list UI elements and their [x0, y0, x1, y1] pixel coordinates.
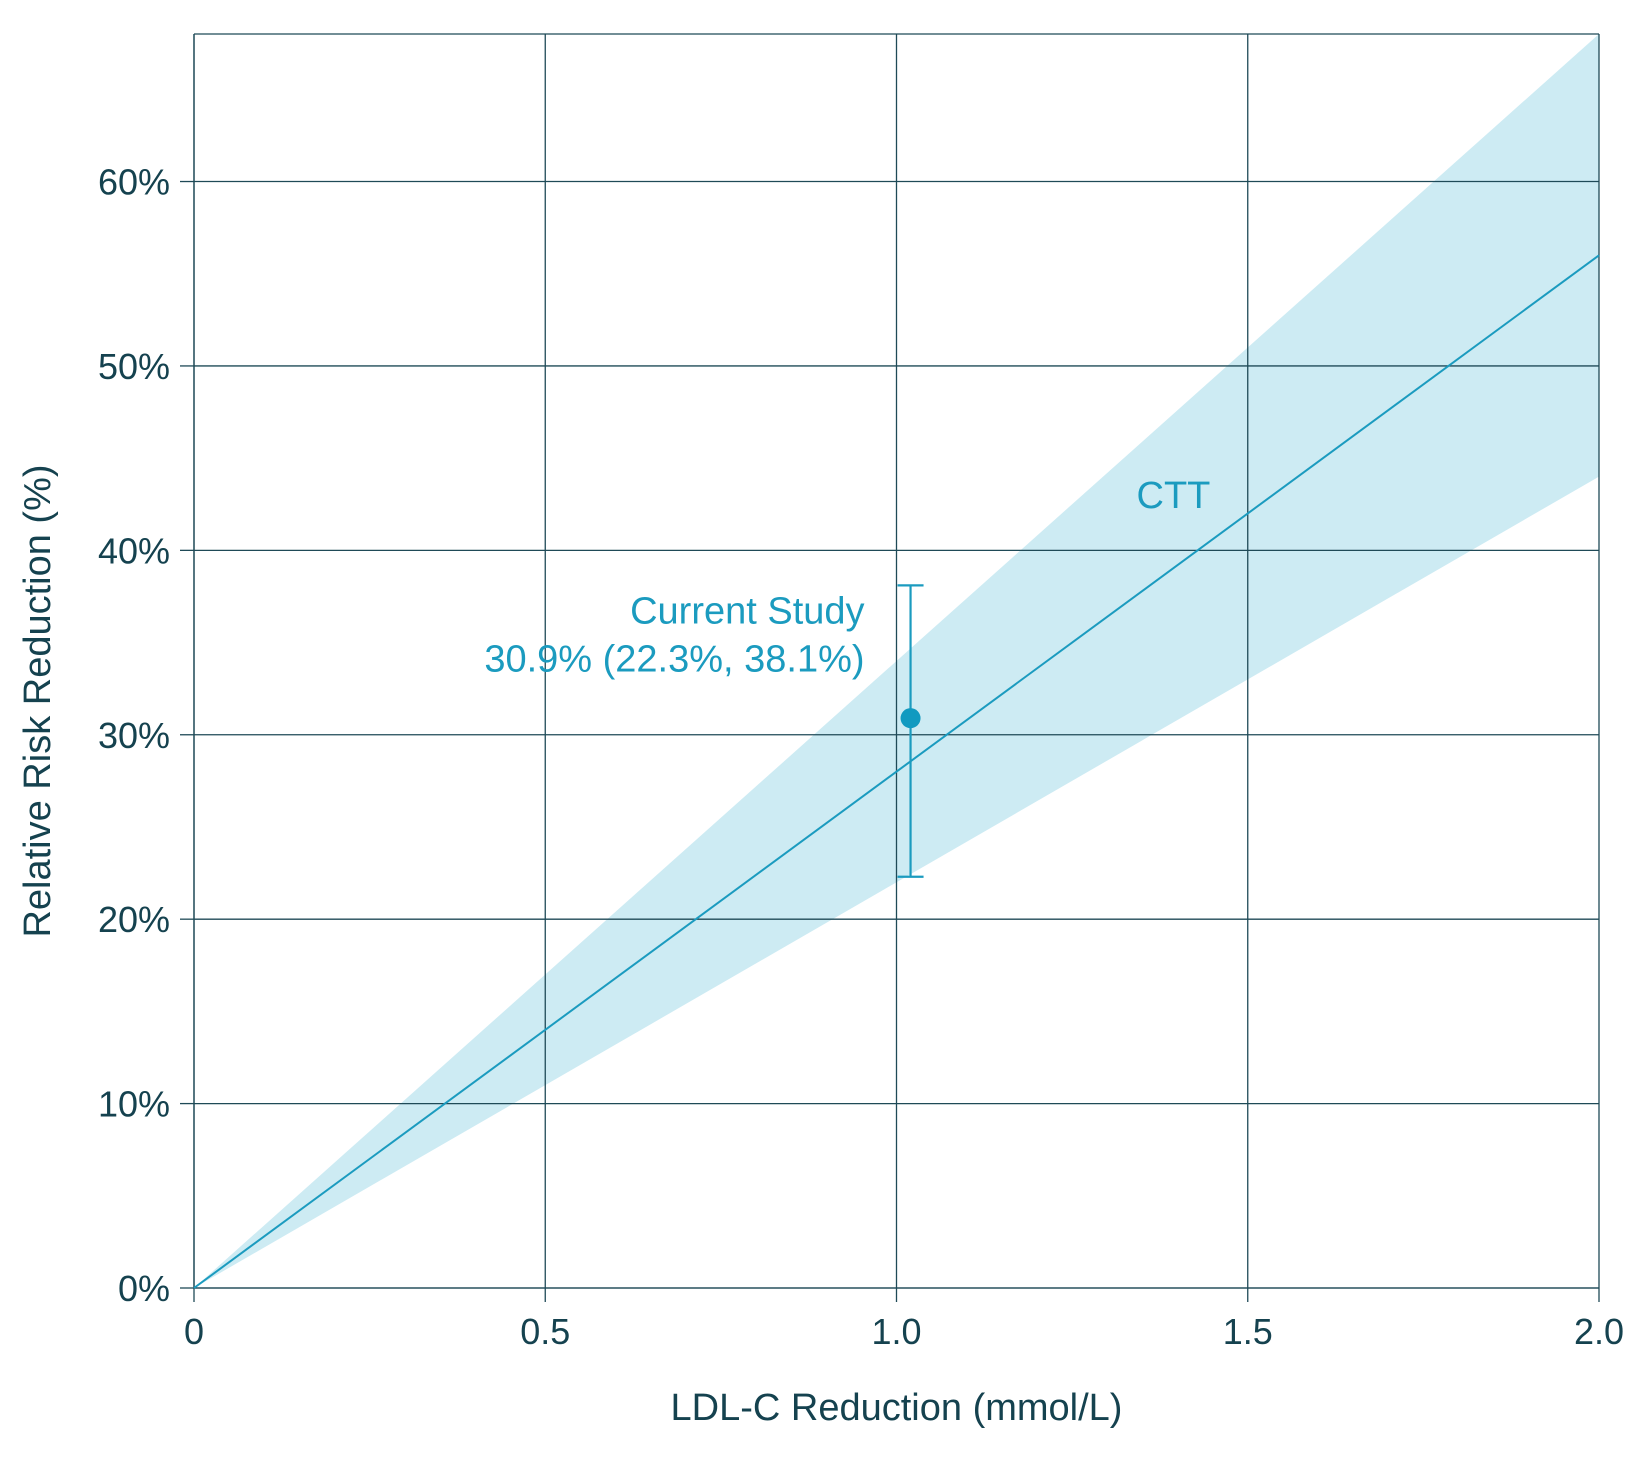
y-tick-label: 20%	[98, 899, 170, 940]
x-axis-title: LDL-C Reduction (mmol/L)	[671, 1387, 1123, 1429]
y-axis-title: Relative Risk Reduction (%)	[17, 464, 59, 937]
current-study-value-label: 30.9% (22.3%, 38.1%)	[484, 638, 864, 680]
y-tick-label: 50%	[98, 346, 170, 387]
grid-layer	[180, 33, 1600, 1302]
x-tick-label: 2.0	[1574, 1311, 1624, 1352]
y-tick-label: 30%	[98, 715, 170, 756]
x-tick-label: 0.5	[520, 1311, 570, 1352]
x-tick-labels: 0 0.5 1.0 1.5 2.0	[184, 1311, 1624, 1352]
y-tick-label: 60%	[98, 162, 170, 203]
x-tick-label: 0	[184, 1311, 204, 1352]
y-tick-label: 40%	[98, 530, 170, 571]
ctt-line-layer	[193, 254, 1600, 1289]
current-study-label: Current Study	[630, 590, 864, 632]
x-tick-label: 1.0	[871, 1311, 921, 1352]
ctt-label: CTT	[1137, 475, 1211, 517]
y-tick-label: 10%	[98, 1084, 170, 1125]
y-tick-labels: 0% 10% 20% 30% 40% 50% 60%	[98, 162, 170, 1309]
current-study-layer	[897, 584, 924, 878]
ctt-line	[193, 254, 1600, 1289]
x-tick-label: 1.5	[1223, 1311, 1273, 1352]
current-study-point	[900, 708, 921, 729]
y-tick-label: 0%	[118, 1268, 170, 1309]
